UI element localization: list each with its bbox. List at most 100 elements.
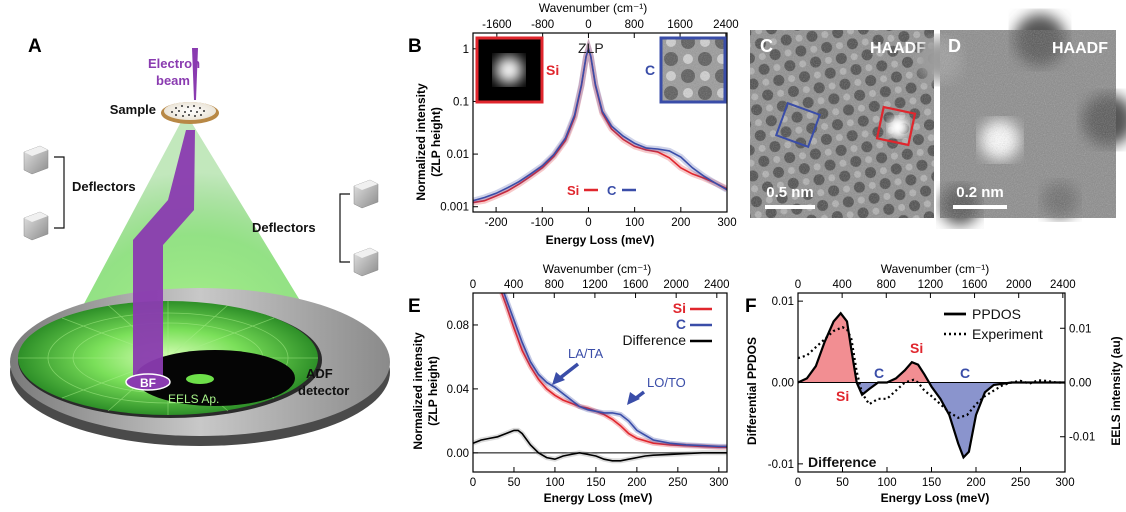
x-tick-label: -100 [531, 217, 554, 229]
panel-b-label: B [408, 36, 422, 57]
panel-f-xlabel: Energy Loss (meV) [881, 491, 990, 505]
x-tick-label: -200 [485, 217, 508, 229]
x-tick-label: 300 [717, 217, 736, 229]
si-inset-spot [495, 56, 523, 84]
top-tick-label: 0 [795, 279, 801, 291]
x-tick-label: 0 [585, 217, 591, 229]
x-tick-label: 100 [625, 217, 644, 229]
sample-disc [161, 102, 219, 124]
eels-label: EELS Ap. [168, 392, 219, 406]
panel-c-scalebar-label: 0.5 nm [766, 184, 814, 201]
series-experiment [798, 325, 1065, 420]
c-dip-label-1: C [874, 365, 884, 381]
legend-si: Si [567, 183, 579, 198]
legend-f-ppdos: PPDOS [972, 306, 1021, 322]
panel-e-ylabel-1: Normalized intensity [411, 332, 425, 450]
panel-b-ylabel-2: (ZLP height) [429, 107, 443, 177]
top-tick-label: 0 [470, 279, 476, 291]
y-tick-label-right: 0.01 [1069, 323, 1091, 335]
series-c [503, 293, 727, 448]
x-tick-label: 0 [795, 477, 801, 489]
x-tick-label: 50 [508, 477, 521, 489]
left-deflectors [23, 145, 65, 241]
ppdos-positive-area [798, 313, 1065, 383]
adf-label-line2: detector [298, 383, 349, 398]
chart-e: 0 50 100 150 200 250 300 0.00 0.04 0.08 0 400 800 120… [447, 279, 730, 489]
adf-label-line1: ADF [306, 366, 333, 381]
top-tick-label: 0 [585, 19, 591, 31]
legend-e-c: C [676, 316, 686, 332]
y-tick-label: 1 [463, 44, 469, 56]
panel-f: F Wavenumber (cm⁻¹) 0 50 100 150 200 250 300 -0… [745, 262, 1123, 505]
panel-c-scalebar [765, 205, 815, 209]
green-cone [70, 120, 318, 330]
beam-label-line1: Electron [148, 56, 200, 71]
top-tick-label: 2400 [704, 279, 730, 291]
si-peak-label-2: Si [910, 340, 923, 356]
x-tick-label: 100 [877, 477, 896, 489]
si-inset-label: Si [546, 62, 559, 78]
legend-c: C [607, 183, 617, 198]
y-tick-label: 0.01 [772, 296, 794, 308]
top-tick-label: -800 [531, 19, 554, 31]
series-difference [473, 429, 727, 462]
series-ppdos [798, 311, 1065, 460]
si-atom-bright [888, 117, 908, 137]
panel-c-title: HAADF [870, 40, 926, 57]
panel-f-ylabel-right: EELS intensity (au) [1109, 336, 1123, 445]
c-dip-label-2: C [960, 365, 970, 381]
y-tick-label: 0.1 [453, 96, 469, 108]
x-tick-label: 250 [1011, 477, 1030, 489]
panel-d-title: HAADF [1052, 40, 1108, 57]
deflectors-right-label: Deflectors [252, 220, 316, 235]
top-tick-label: 1600 [623, 279, 649, 291]
x-tick-label: 100 [545, 477, 564, 489]
legend-e-diff: Difference [622, 332, 686, 348]
y-tick-label: 0.04 [447, 384, 470, 396]
y-tick-label-right: -0.01 [1069, 432, 1095, 444]
legend-f-exp: Experiment [972, 326, 1043, 342]
chart-b: -200 -100 0 100 200 300 1 0.1 0.01 0.001 -1600 -800… [440, 19, 738, 229]
chart-b-frame [472, 32, 728, 213]
panel-b-xlabel: Energy Loss (meV) [546, 233, 655, 247]
panel-a-label: A [28, 36, 42, 57]
top-tick-label: 800 [877, 279, 896, 291]
panel-d-scalebar-label: 0.2 nm [956, 184, 1004, 201]
x-tick-label: 300 [709, 477, 728, 489]
la-ta-arrow [558, 362, 580, 380]
panel-f-top-axis-label: Wavenumber (cm⁻¹) [881, 262, 990, 276]
incident-beam [192, 48, 198, 100]
eels-aperture [186, 374, 214, 384]
top-tick-label: 1200 [582, 279, 608, 291]
top-tick-label: 800 [625, 19, 644, 31]
x-tick-label: 200 [671, 217, 690, 229]
panel-d: D HAADF 0.2 nm [918, 14, 1126, 225]
x-tick-label: 150 [922, 477, 941, 489]
top-tick-label: 400 [833, 279, 852, 291]
bf-label: BF [140, 376, 156, 390]
scattered-beam [133, 130, 195, 378]
y-tick-label-right: 0.00 [1069, 378, 1091, 390]
panel-f-label: F [745, 296, 757, 317]
x-tick-label: 200 [627, 477, 646, 489]
lo-to-arrow [634, 390, 646, 400]
panel-e-label: E [408, 296, 421, 317]
panel-e-ylabel-2: (ZLP height) [426, 356, 440, 426]
panel-c: C HAADF 0.5 nm [750, 30, 934, 218]
panel-a: A BF EELS Ap. [10, 36, 390, 446]
y-tick-label: -0.01 [768, 459, 794, 471]
x-tick-label: 250 [668, 477, 687, 489]
top-tick-label: 1600 [667, 19, 693, 31]
panel-b: B Wavenumber (cm⁻¹) -200 -100 0 100 200 300 1 0… [408, 1, 739, 247]
la-ta-label: LA/TA [568, 346, 603, 361]
panel-b-ylabel-1: Normalized intensity [414, 83, 428, 201]
y-tick-label: 0.00 [447, 448, 469, 460]
panel-c-label: C [760, 36, 773, 56]
y-tick-label: 0.01 [447, 149, 469, 161]
top-tick-label: 1200 [918, 279, 944, 291]
top-tick-label: 2400 [713, 19, 739, 31]
right-deflectors [339, 179, 379, 277]
lo-to-label: LO/TO [647, 375, 686, 390]
x-tick-label: 0 [470, 477, 476, 489]
